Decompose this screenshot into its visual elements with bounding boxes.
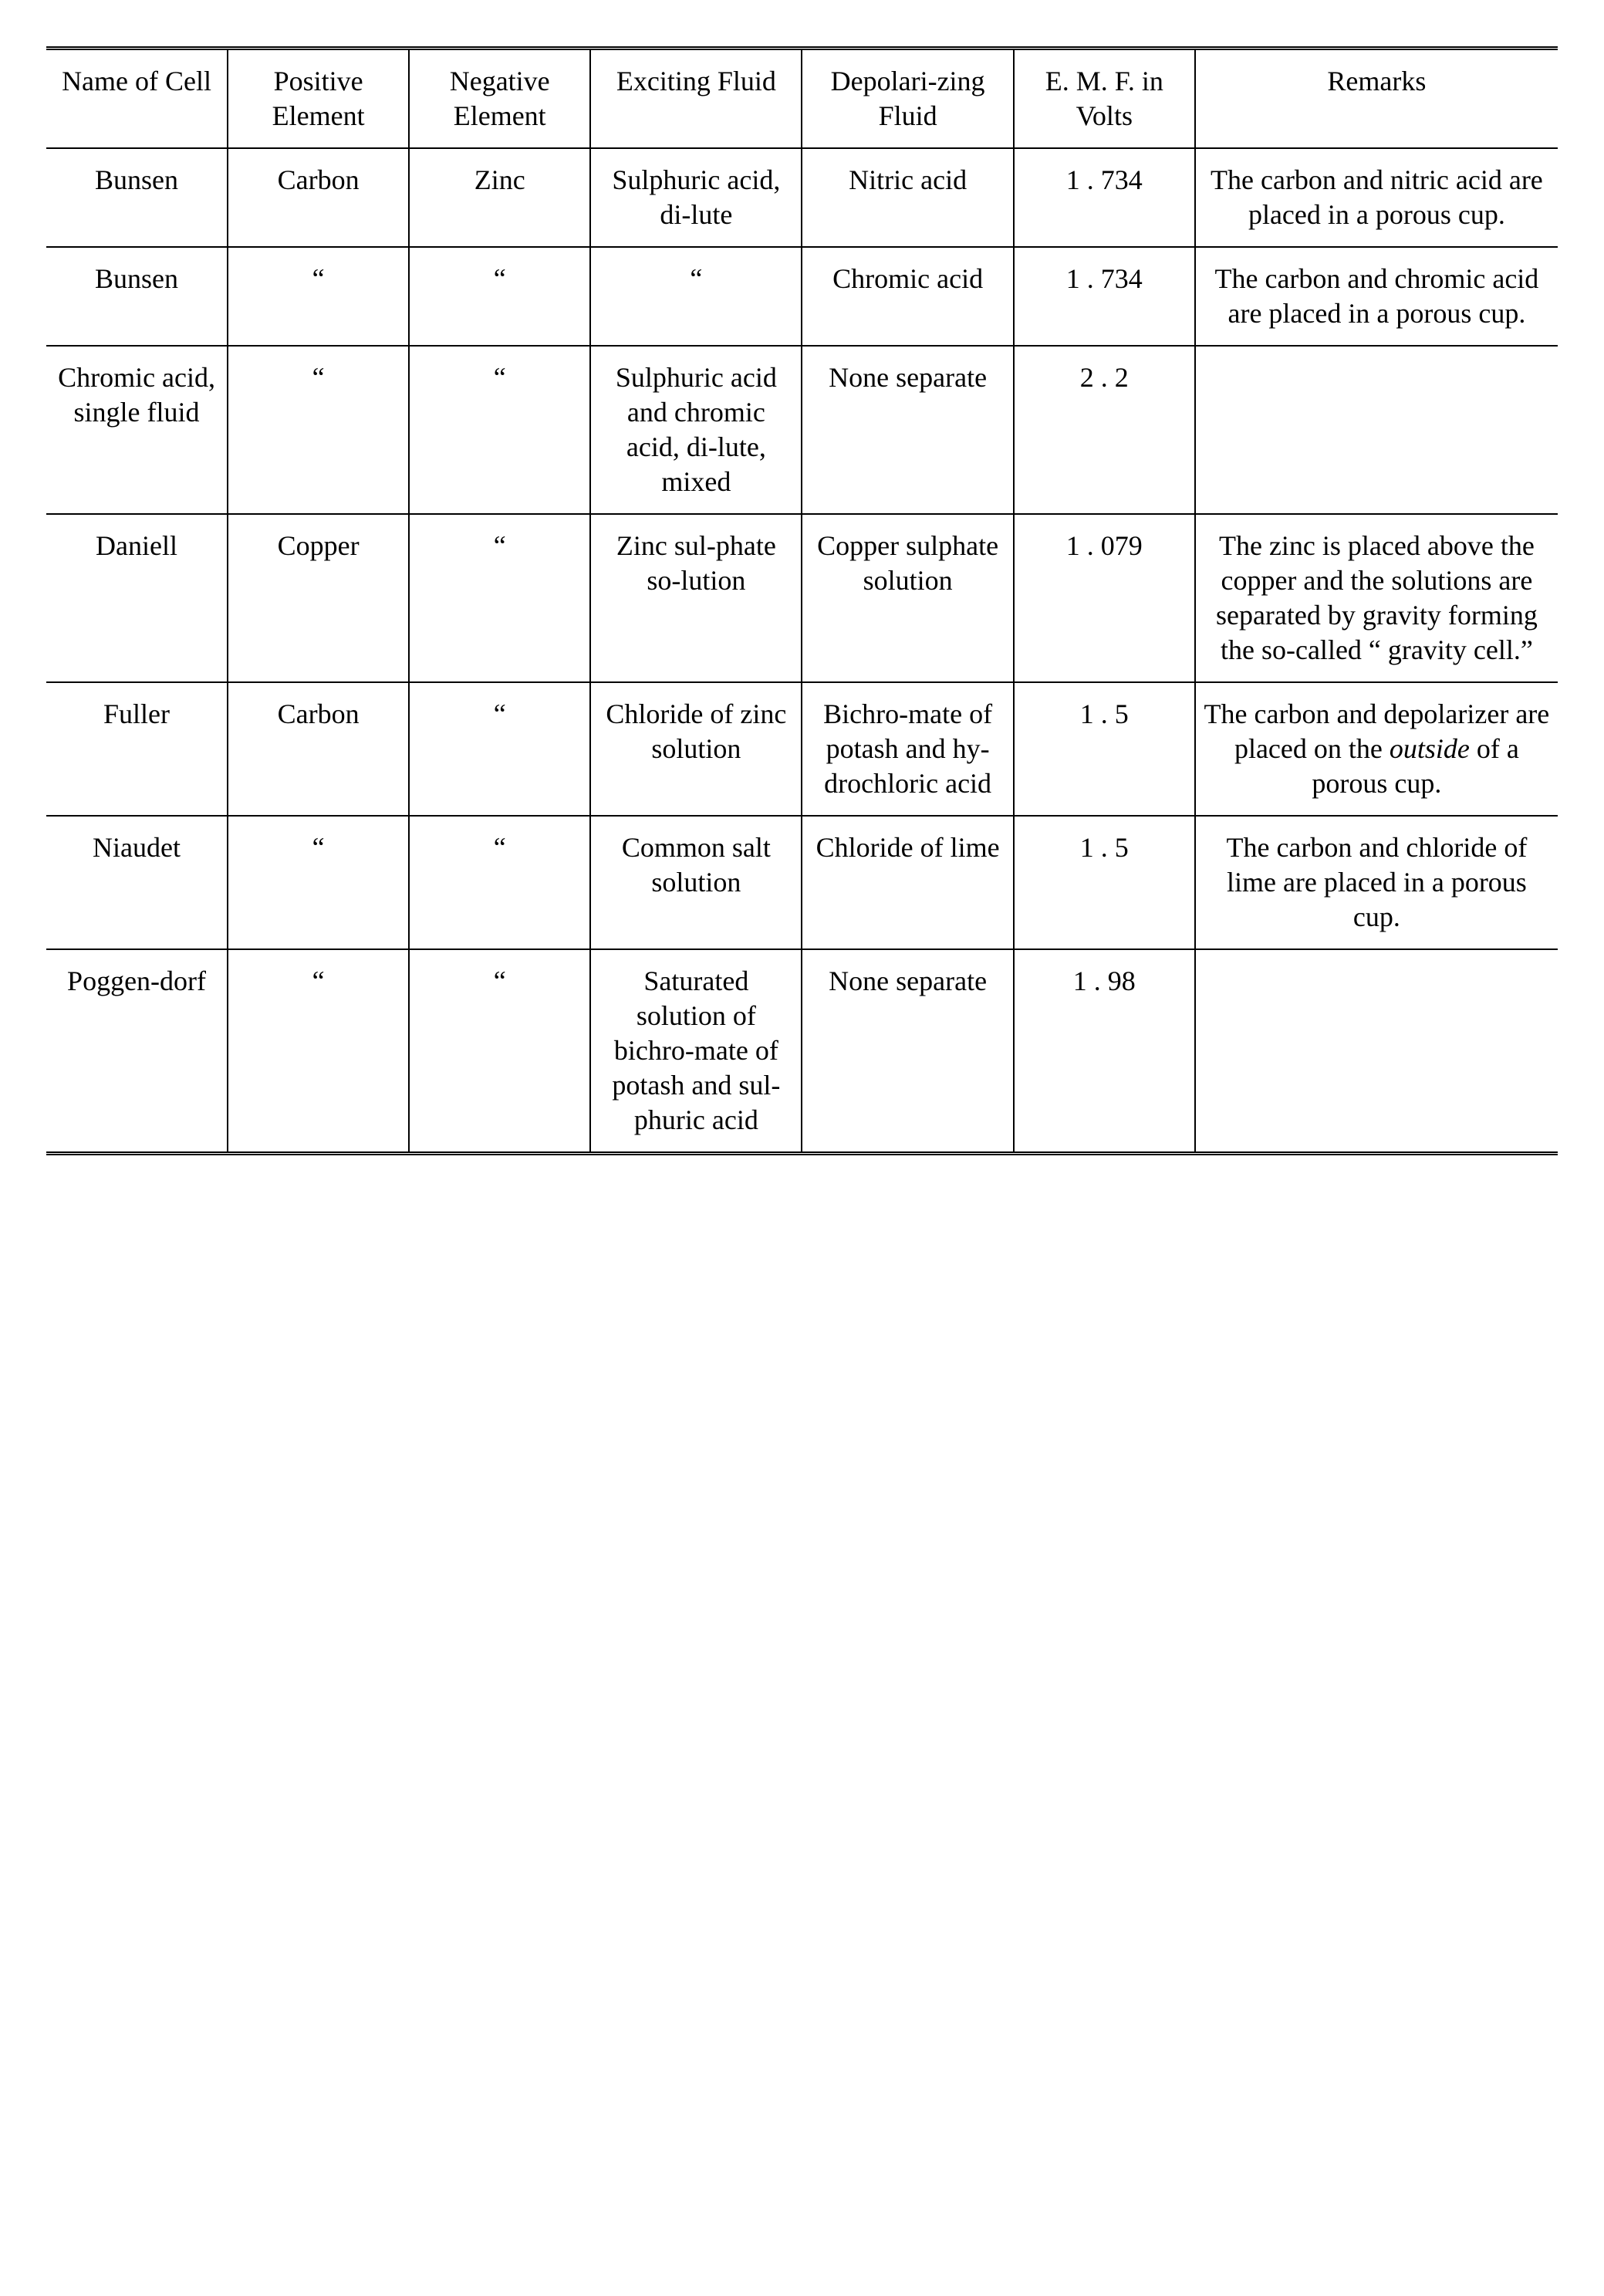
table-row: FullerCarbon“Chloride of zinc solutionBi… — [46, 682, 1558, 816]
cell-exciting: Sulphuric acid and chromic acid, di-lute… — [590, 346, 802, 514]
cell-depolarizing: Chromic acid — [802, 247, 1013, 346]
table-row: Poggen-dorf““Saturated solution of bichr… — [46, 949, 1558, 1154]
cell-positive: “ — [228, 949, 409, 1154]
cell-depolarizing: Bichro-mate of potash and hy-drochloric … — [802, 682, 1013, 816]
cell-positive: Carbon — [228, 148, 409, 247]
cell-negative: “ — [409, 346, 590, 514]
cell-name: Poggen-dorf — [46, 949, 228, 1154]
primary-cells-table: Name of Cell Positive Element Negative E… — [46, 46, 1558, 1155]
cell-emf: 2 . 2 — [1014, 346, 1195, 514]
cell-depolarizing: Chloride of lime — [802, 816, 1013, 949]
cell-remarks: The carbon and chloride of lime are plac… — [1195, 816, 1558, 949]
cell-emf: 1 . 98 — [1014, 949, 1195, 1154]
cell-positive: “ — [228, 346, 409, 514]
table-header-row: Name of Cell Positive Element Negative E… — [46, 49, 1558, 149]
cell-exciting: Chloride of zinc solution — [590, 682, 802, 816]
col-header-exciting: Exciting Fluid — [590, 49, 802, 149]
cell-depolarizing: Copper sulphate solution — [802, 514, 1013, 682]
cell-name: Fuller — [46, 682, 228, 816]
cell-name: Chromic acid, single fluid — [46, 346, 228, 514]
cell-emf: 1 . 5 — [1014, 816, 1195, 949]
col-header-depolarizing: Depolari-zing Fluid — [802, 49, 1013, 149]
cell-depolarizing: Nitric acid — [802, 148, 1013, 247]
col-header-positive: Positive Element — [228, 49, 409, 149]
cell-remarks — [1195, 346, 1558, 514]
col-header-name: Name of Cell — [46, 49, 228, 149]
cell-positive: “ — [228, 247, 409, 346]
col-header-negative: Negative Element — [409, 49, 590, 149]
cell-negative: “ — [409, 949, 590, 1154]
cell-emf: 1 . 734 — [1014, 148, 1195, 247]
table-row: Niaudet““Common salt solutionChloride of… — [46, 816, 1558, 949]
cell-depolarizing: None separate — [802, 949, 1013, 1154]
cell-name: Bunsen — [46, 148, 228, 247]
cell-exciting: Saturated solution of bichro-mate of pot… — [590, 949, 802, 1154]
cell-exciting: Common salt solution — [590, 816, 802, 949]
table-row: DaniellCopper“Zinc sul-phate so-lutionCo… — [46, 514, 1558, 682]
cell-name: Bunsen — [46, 247, 228, 346]
cell-negative: “ — [409, 816, 590, 949]
col-header-remarks: Remarks — [1195, 49, 1558, 149]
table-row: Bunsen“““Chromic acid1 . 734The carbon a… — [46, 247, 1558, 346]
cell-remarks: The carbon and nitric acid are placed in… — [1195, 148, 1558, 247]
cell-positive: “ — [228, 816, 409, 949]
table-body: BunsenCarbonZincSulphuric acid, di-luteN… — [46, 148, 1558, 1154]
cell-negative: “ — [409, 682, 590, 816]
cell-positive: Copper — [228, 514, 409, 682]
cell-name: Daniell — [46, 514, 228, 682]
cell-emf: 1 . 5 — [1014, 682, 1195, 816]
cell-negative: Zinc — [409, 148, 590, 247]
cell-negative: “ — [409, 514, 590, 682]
table-row: BunsenCarbonZincSulphuric acid, di-luteN… — [46, 148, 1558, 247]
cell-exciting: “ — [590, 247, 802, 346]
table-row: Chromic acid, single fluid““Sulphuric ac… — [46, 346, 1558, 514]
cell-remarks — [1195, 949, 1558, 1154]
col-header-emf: E. M. F. in Volts — [1014, 49, 1195, 149]
cell-name: Niaudet — [46, 816, 228, 949]
cell-positive: Carbon — [228, 682, 409, 816]
cell-remarks: The carbon and chromic acid are placed i… — [1195, 247, 1558, 346]
cell-emf: 1 . 079 — [1014, 514, 1195, 682]
cell-remarks: The zinc is placed above the copper and … — [1195, 514, 1558, 682]
cell-negative: “ — [409, 247, 590, 346]
cell-exciting: Zinc sul-phate so-lution — [590, 514, 802, 682]
cell-emf: 1 . 734 — [1014, 247, 1195, 346]
cell-remarks: The carbon and depolarizer are placed on… — [1195, 682, 1558, 816]
cell-depolarizing: None separate — [802, 346, 1013, 514]
cell-exciting: Sulphuric acid, di-lute — [590, 148, 802, 247]
